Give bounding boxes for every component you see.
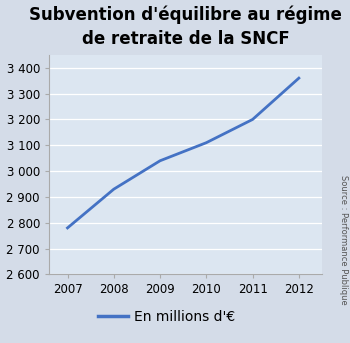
Title: Subvention d'équilibre au régime
de retraite de la SNCF: Subvention d'équilibre au régime de retr… (29, 6, 342, 48)
Legend: En millions d'€: En millions d'€ (98, 310, 235, 324)
Text: Source : Performance Publique: Source : Performance Publique (339, 175, 348, 305)
